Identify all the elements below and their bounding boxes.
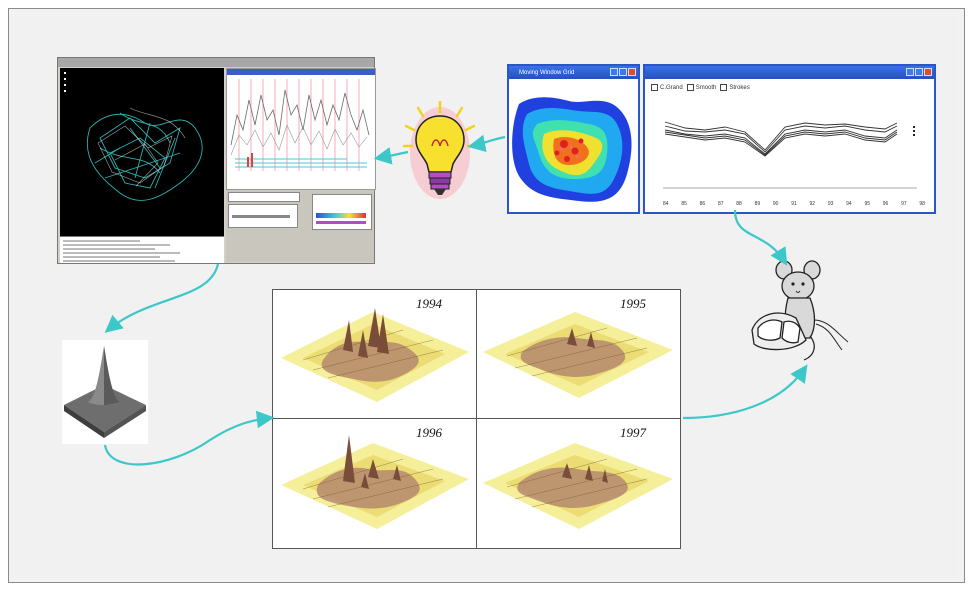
year-label: 1996 bbox=[416, 425, 442, 440]
minimize-button[interactable] bbox=[906, 68, 914, 76]
heatmap-image bbox=[512, 97, 632, 202]
control-panel bbox=[226, 190, 374, 262]
tick: 84 bbox=[663, 201, 669, 207]
tick: 97 bbox=[901, 201, 907, 207]
minimize-button[interactable] bbox=[610, 68, 618, 76]
checkbox-cgrand[interactable]: C.Grand bbox=[651, 84, 683, 91]
checkbox-smooth[interactable]: Smooth bbox=[686, 84, 716, 91]
time-series-title-bar bbox=[227, 69, 375, 75]
console-panel bbox=[60, 236, 224, 263]
time-series-panel bbox=[226, 68, 376, 190]
terrain-surface bbox=[281, 435, 469, 529]
tick: 92 bbox=[809, 201, 816, 207]
heatmap-window-title: Moving Window Grid bbox=[519, 69, 575, 76]
heatmap-window: Moving Window Grid bbox=[507, 64, 640, 214]
tick: 98 bbox=[919, 201, 925, 207]
grid-vertical-divider bbox=[476, 290, 477, 548]
tick: 95 bbox=[864, 201, 870, 207]
grid-horizontal-divider bbox=[273, 418, 680, 419]
tick: 87 bbox=[717, 201, 724, 207]
terrain-surface bbox=[483, 312, 673, 398]
lightbulb-icon bbox=[402, 100, 478, 199]
chart-title-bar[interactable] bbox=[645, 66, 934, 79]
heatmap-title-bar[interactable]: Moving Window Grid bbox=[509, 66, 638, 79]
terrain-surface bbox=[281, 308, 469, 402]
year-label: 1997 bbox=[620, 425, 646, 440]
tick: 85 bbox=[681, 201, 687, 207]
tick: 89 bbox=[754, 201, 761, 207]
profile-lines bbox=[663, 121, 917, 189]
parameter-box[interactable] bbox=[228, 204, 298, 228]
tick: 90 bbox=[772, 201, 779, 207]
color-ramp-2 bbox=[316, 221, 366, 224]
tick: 94 bbox=[846, 201, 852, 207]
year-label: 1994 bbox=[416, 296, 442, 311]
surface-cell-1996: 1996 bbox=[273, 419, 476, 548]
yearly-surface-grid: 1994 1995 1996 bbox=[272, 289, 681, 549]
app-title-bar bbox=[58, 58, 374, 67]
chart-options: C.Grand Smooth Strokes bbox=[651, 84, 754, 91]
peak-surface-icon bbox=[62, 340, 148, 444]
close-button[interactable] bbox=[628, 68, 636, 76]
tick: 88 bbox=[736, 201, 742, 207]
surface-cell-1995: 1995 bbox=[477, 290, 680, 419]
tick: 93 bbox=[827, 201, 834, 207]
year-label: 1995 bbox=[620, 296, 646, 311]
console-text bbox=[63, 240, 180, 262]
color-ramp bbox=[316, 213, 366, 218]
slider-track[interactable] bbox=[232, 215, 290, 218]
profile-chart-window: C.Grand Smooth Strokes 84 85 86 87 88 89… bbox=[643, 64, 936, 214]
checkbox-strokes[interactable]: Strokes bbox=[720, 84, 750, 91]
visualization-app-window bbox=[57, 57, 376, 264]
x-axis-ticks: 84 85 86 87 88 89 90 91 92 93 94 95 96 9… bbox=[663, 201, 925, 207]
terrain-surface bbox=[483, 443, 673, 529]
maximize-button[interactable] bbox=[915, 68, 923, 76]
time-series-chart bbox=[230, 79, 370, 171]
tick: 86 bbox=[699, 201, 706, 207]
tick: 96 bbox=[882, 201, 889, 207]
tick: 91 bbox=[791, 201, 797, 207]
maximize-button[interactable] bbox=[619, 68, 627, 76]
network-3d-view bbox=[60, 68, 224, 236]
mouse-icon bbox=[751, 260, 849, 361]
surface-cell-1994: 1994 bbox=[273, 290, 476, 419]
surface-cell-1997: 1997 bbox=[477, 419, 680, 548]
control-field-1[interactable] bbox=[228, 192, 300, 202]
color-legend-box bbox=[312, 194, 372, 230]
network-graph bbox=[64, 72, 203, 201]
close-button[interactable] bbox=[924, 68, 932, 76]
